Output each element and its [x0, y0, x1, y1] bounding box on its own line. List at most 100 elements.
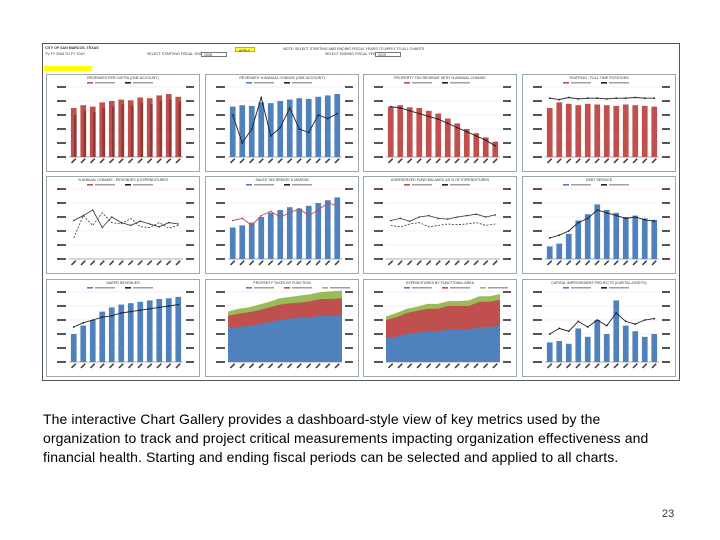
- bar: [83, 111, 86, 157]
- data-point: [168, 305, 170, 307]
- x-tick-label: [492, 158, 497, 163]
- end-year-select[interactable]: 2019: [375, 52, 401, 57]
- bar: [416, 108, 422, 157]
- bar: [426, 111, 432, 157]
- legend-label: [292, 287, 312, 288]
- x-tick-label: [306, 363, 311, 368]
- y2-tick-label: [662, 305, 670, 307]
- x-tick-label: [556, 363, 561, 368]
- x-tick-label: [585, 158, 590, 163]
- data-point: [390, 220, 392, 222]
- x-tick-label: [118, 363, 123, 368]
- chart-panel-property-taxes-by-function: PROPERTY TAXES BY FUNCTION: [205, 279, 359, 377]
- x-tick-label: [575, 260, 580, 265]
- x-tick-label: [556, 158, 561, 163]
- y-tick-label: [533, 156, 542, 158]
- bar: [159, 101, 162, 157]
- x-tick-label: [249, 158, 254, 163]
- data-point: [390, 106, 392, 108]
- legend-label: [254, 287, 274, 288]
- chart-svg: [364, 280, 518, 378]
- y2-tick-label: [662, 86, 670, 88]
- legend-label: [488, 287, 508, 288]
- y-tick-label: [374, 142, 383, 144]
- y-tick-label: [216, 128, 225, 130]
- x-tick-label: [651, 158, 656, 163]
- bar: [566, 104, 572, 157]
- y-tick-label: [216, 156, 225, 158]
- y-tick-label: [57, 291, 66, 293]
- y2-tick-label: [503, 347, 511, 349]
- x-tick-label: [306, 158, 311, 163]
- slide-caption: The interactive Chart Gallery provides a…: [43, 410, 679, 467]
- data-point: [606, 212, 608, 214]
- data-point: [409, 220, 411, 222]
- legend-label: [330, 287, 350, 288]
- x-tick-label: [623, 363, 628, 368]
- bar: [93, 112, 96, 157]
- data-point: [260, 215, 262, 217]
- legend-label: [412, 287, 432, 288]
- bar: [258, 217, 264, 259]
- x-tick-label: [483, 363, 488, 368]
- data-point: [615, 312, 617, 314]
- chart-panel-property-tax-revenue: PROPERTY TAX REVENUE WITH % ANNUAL CHANG…: [363, 74, 517, 172]
- chart-svg: [206, 280, 360, 378]
- start-year-select[interactable]: 2008: [201, 52, 227, 57]
- legend-label: [571, 287, 591, 288]
- data-point: [456, 216, 458, 218]
- data-point: [251, 225, 253, 227]
- y-tick-label: [216, 361, 225, 363]
- y2-tick-label: [662, 142, 670, 144]
- chart-svg: [523, 177, 677, 275]
- legend-label: [254, 184, 274, 185]
- data-point: [289, 212, 291, 214]
- legend-swatch: [125, 184, 131, 186]
- x-tick-label: [604, 363, 609, 368]
- legend-swatch: [601, 82, 607, 84]
- x-tick-label: [492, 363, 497, 368]
- data-point: [644, 219, 646, 221]
- x-tick-label: [407, 260, 412, 265]
- x-tick-label: [547, 260, 552, 265]
- legend-swatch: [442, 82, 448, 84]
- bar: [325, 95, 331, 157]
- y2-tick-label: [503, 128, 511, 130]
- y-tick-label: [57, 156, 66, 158]
- x-tick-label: [80, 363, 85, 368]
- x-tick-label: [426, 158, 431, 163]
- x-tick-label: [566, 260, 571, 265]
- y-tick-label: [533, 142, 542, 144]
- apply-badge[interactable]: APPLY: [235, 47, 255, 52]
- bar: [90, 320, 96, 362]
- dashboard-screenshot: CITY OF SAN MARCOS, TEXAS TV FY 2008 TO …: [42, 43, 680, 381]
- y2-tick-label: [503, 333, 511, 335]
- bar: [178, 102, 181, 157]
- data-point: [317, 114, 319, 116]
- y2-tick-label: [662, 258, 670, 260]
- bar: [112, 107, 115, 157]
- y2-tick-label: [186, 100, 194, 102]
- x-tick-label: [258, 260, 263, 265]
- y-tick-label: [57, 333, 66, 335]
- x-tick-label: [426, 363, 431, 368]
- data-point: [139, 220, 141, 222]
- x-tick-label: [604, 260, 609, 265]
- x-tick-label: [604, 158, 609, 163]
- chart-svg: [206, 177, 360, 275]
- bar: [585, 104, 591, 157]
- data-point: [568, 97, 570, 99]
- chart-panel-expenditures-by-function: EXPENDITURES BY FUNCTIONAL AREA: [363, 279, 517, 377]
- x-tick-label: [249, 363, 254, 368]
- bar: [334, 94, 340, 157]
- x-tick-label: [287, 363, 292, 368]
- x-tick-label: [268, 363, 273, 368]
- bar: [464, 129, 470, 157]
- bar: [268, 103, 274, 157]
- y2-tick-label: [345, 128, 353, 130]
- y-tick-label: [533, 258, 542, 260]
- y-tick-label: [374, 333, 383, 335]
- data-point: [177, 304, 179, 306]
- data-point: [409, 110, 411, 112]
- x-tick-label: [445, 260, 450, 265]
